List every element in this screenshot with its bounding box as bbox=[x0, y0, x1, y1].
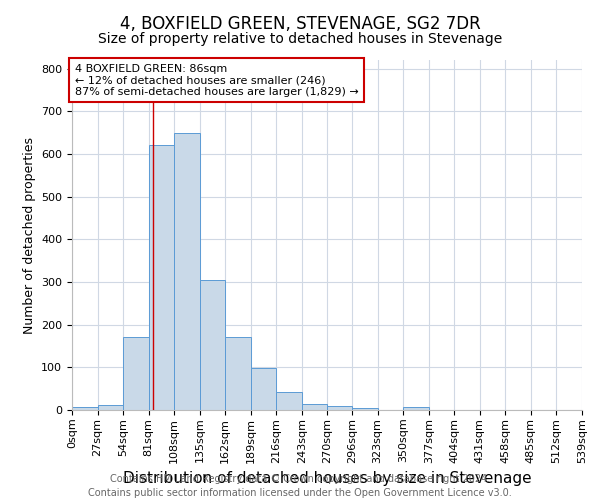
X-axis label: Distribution of detached houses by size in Stevenage: Distribution of detached houses by size … bbox=[122, 471, 532, 486]
Bar bbox=[251, 368, 277, 410]
Text: 4 BOXFIELD GREEN: 86sqm
← 12% of detached houses are smaller (246)
87% of semi-d: 4 BOXFIELD GREEN: 86sqm ← 12% of detache… bbox=[74, 64, 358, 96]
Bar bbox=[328, 406, 352, 410]
Bar bbox=[149, 146, 174, 410]
Bar bbox=[277, 392, 302, 410]
Bar bbox=[352, 408, 377, 410]
Text: Size of property relative to detached houses in Stevenage: Size of property relative to detached ho… bbox=[98, 32, 502, 46]
Text: 4, BOXFIELD GREEN, STEVENAGE, SG2 7DR: 4, BOXFIELD GREEN, STEVENAGE, SG2 7DR bbox=[119, 15, 481, 33]
Bar bbox=[225, 338, 251, 410]
Bar bbox=[200, 280, 225, 410]
Bar bbox=[403, 407, 429, 410]
Bar bbox=[302, 404, 328, 410]
Text: Contains HM Land Registry data © Crown copyright and database right 2024.
Contai: Contains HM Land Registry data © Crown c… bbox=[88, 474, 512, 498]
Bar bbox=[98, 405, 123, 410]
Bar bbox=[72, 406, 98, 410]
Bar bbox=[174, 132, 200, 410]
Bar bbox=[123, 338, 149, 410]
Y-axis label: Number of detached properties: Number of detached properties bbox=[23, 136, 35, 334]
